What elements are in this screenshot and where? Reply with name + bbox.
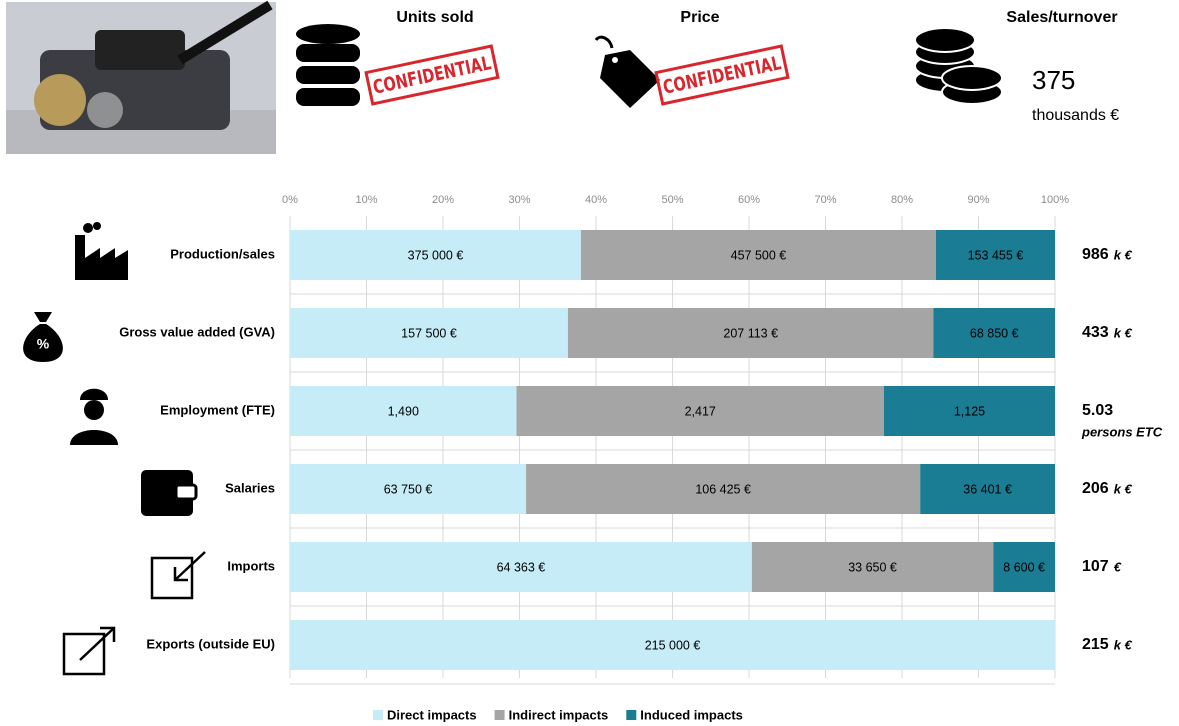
x-tick-label: 40% <box>585 194 607 206</box>
sales-unit: thousands € <box>1032 107 1119 124</box>
bar-segment <box>290 542 752 592</box>
data-label: 64 363 € <box>497 560 546 574</box>
data-label: 8 600 € <box>1003 560 1045 574</box>
x-tick-label: 0% <box>282 194 298 206</box>
bar-segment <box>526 464 921 514</box>
import-icon <box>150 551 206 600</box>
sales-value: 375 <box>1032 65 1075 95</box>
worker-icon <box>70 388 118 445</box>
coins-icon <box>914 27 1003 105</box>
x-tick-label: 50% <box>661 194 683 206</box>
bar-segment <box>290 620 1055 670</box>
bar-segment <box>920 464 1055 514</box>
bar-segment <box>290 464 527 514</box>
legend-swatch <box>494 710 505 720</box>
bar-segment <box>933 308 1055 358</box>
row-total: 986 <box>1082 246 1109 263</box>
export-icon <box>62 626 116 676</box>
legend-swatch <box>626 710 637 720</box>
row-total: 107 <box>1082 558 1109 575</box>
category-label: Production/sales <box>170 246 275 261</box>
bar-segment <box>290 386 517 436</box>
bar-segment <box>516 386 884 436</box>
legend-label: Direct impacts <box>387 707 477 722</box>
bar-segment <box>993 542 1055 592</box>
bar-segment <box>883 386 1055 436</box>
row-total-unit: persons ETC <box>1081 424 1163 439</box>
row-total: 5.03 <box>1082 402 1113 419</box>
row-total-unit: k € <box>1114 481 1133 496</box>
units-sold-title: Units sold <box>396 9 473 26</box>
category-label: Gross value added (GVA) <box>119 324 275 339</box>
chart: 0% 10% 20% 30% 40% 50% 60% 70% 80% 90% 100% Product… <box>119 194 1163 723</box>
price-title: Price <box>680 9 719 26</box>
svg-text:%: % <box>37 336 50 352</box>
sales-title: Sales/turnover <box>1006 9 1117 26</box>
bar-segment <box>580 230 936 280</box>
data-label: 1,490 <box>388 404 419 418</box>
data-label: 33 650 € <box>848 560 897 574</box>
row-total-unit: € <box>1114 559 1122 574</box>
x-tick-label: 20% <box>432 194 454 206</box>
category-label: Imports <box>227 558 275 573</box>
x-tick-label: 100% <box>1041 194 1069 206</box>
category-label: Employment (FTE) <box>160 402 275 417</box>
data-label: 457 500 € <box>731 248 787 262</box>
x-tick-label: 80% <box>891 194 913 206</box>
x-tick-label: 60% <box>738 194 760 206</box>
data-label: 157 500 € <box>401 326 457 340</box>
money-bag-icon: % <box>23 312 63 362</box>
data-label: 63 750 € <box>384 482 433 496</box>
row-total: 215 <box>1082 636 1109 653</box>
data-label: 215 000 € <box>645 638 701 652</box>
bar-segment <box>567 308 934 358</box>
confidential-stamp: CONFIDENTIAL <box>654 44 790 106</box>
legend-label: Induced impacts <box>640 707 743 722</box>
data-label: 68 850 € <box>970 326 1019 340</box>
factory-icon <box>75 222 128 280</box>
row-total: 206 <box>1082 480 1109 497</box>
wallet-icon <box>141 470 198 516</box>
data-label: 207 113 € <box>723 326 778 340</box>
database-icon <box>296 24 360 106</box>
legend-swatch <box>373 710 383 720</box>
confidential-stamp: CONFIDENTIAL <box>364 44 500 106</box>
category-label: Salaries <box>225 480 275 495</box>
x-tick-label: 10% <box>355 194 377 206</box>
data-label: 375 000 € <box>408 248 464 262</box>
x-tick-label: 70% <box>814 194 836 206</box>
row-total-unit: k € <box>1114 325 1133 340</box>
category-label: Exports (outside EU) <box>146 636 275 651</box>
x-tick-label: 30% <box>508 194 530 206</box>
row-total-unit: k € <box>1114 637 1133 652</box>
data-label: 106 425 € <box>695 482 751 496</box>
tag-icon <box>594 35 660 108</box>
bar-segment <box>290 308 568 358</box>
row-total: 433 <box>1082 324 1109 341</box>
data-label: 153 455 € <box>968 248 1024 262</box>
data-label: 2,417 <box>685 404 716 418</box>
bar-segment <box>751 542 994 592</box>
row-total-unit: k € <box>1114 247 1133 262</box>
data-label: 1,125 <box>954 404 985 418</box>
x-tick-label: 90% <box>967 194 989 206</box>
bar-segment <box>290 230 581 280</box>
bar-segment <box>935 230 1055 280</box>
product-photo <box>6 0 276 154</box>
data-label: 36 401 € <box>963 482 1012 496</box>
legend-label: Indirect impacts <box>509 707 609 722</box>
